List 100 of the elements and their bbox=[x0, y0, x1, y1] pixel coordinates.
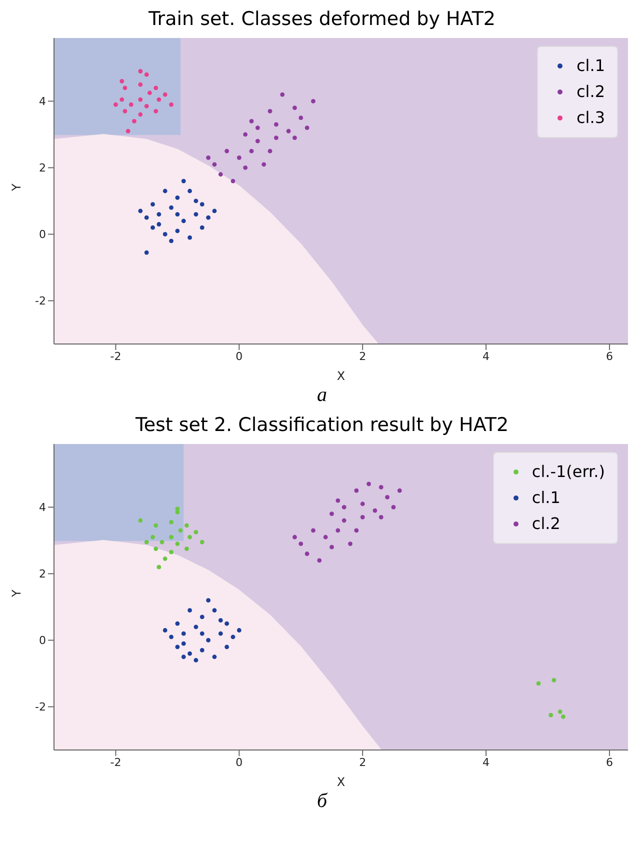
point bbox=[162, 232, 168, 236]
point bbox=[120, 97, 124, 102]
point bbox=[194, 198, 198, 204]
point bbox=[385, 495, 390, 500]
point bbox=[230, 634, 236, 640]
point bbox=[311, 98, 316, 104]
point bbox=[212, 162, 217, 167]
point bbox=[120, 79, 124, 84]
x-tick-label: -2 bbox=[110, 350, 122, 363]
point bbox=[243, 166, 248, 170]
point bbox=[160, 540, 164, 544]
y-tick-label: -2 bbox=[35, 700, 46, 714]
point bbox=[212, 208, 217, 214]
point bbox=[188, 608, 192, 613]
point bbox=[162, 556, 168, 561]
point bbox=[122, 108, 128, 114]
point bbox=[144, 104, 149, 108]
point bbox=[224, 644, 230, 650]
y-axis-title: Y bbox=[9, 183, 24, 192]
point bbox=[304, 552, 310, 556]
point bbox=[236, 628, 242, 632]
text: а bbox=[316, 384, 328, 408]
x-tick-label: 2 bbox=[359, 756, 366, 769]
x-tick-label: 6 bbox=[606, 756, 613, 769]
point bbox=[330, 544, 334, 550]
point bbox=[169, 634, 174, 640]
x-tick-label: -2 bbox=[110, 756, 122, 769]
point bbox=[147, 90, 152, 96]
x-tick-label: 4 bbox=[482, 350, 490, 363]
y-tick-label: 2 bbox=[39, 162, 46, 175]
point bbox=[175, 195, 180, 200]
point bbox=[200, 631, 204, 636]
point bbox=[188, 534, 192, 540]
point bbox=[175, 212, 180, 216]
chart-title: Test set 2. Classification result by HAT2 bbox=[134, 414, 510, 438]
point bbox=[200, 614, 204, 620]
point bbox=[169, 550, 174, 554]
point bbox=[181, 641, 186, 646]
point bbox=[169, 102, 174, 107]
point bbox=[558, 710, 562, 714]
point bbox=[354, 528, 359, 533]
x-tick-label: 0 bbox=[236, 350, 243, 363]
point bbox=[144, 250, 149, 255]
point bbox=[274, 136, 278, 140]
point bbox=[150, 534, 155, 540]
point bbox=[330, 512, 334, 516]
point bbox=[286, 128, 291, 134]
point bbox=[144, 540, 149, 544]
point bbox=[194, 658, 198, 662]
point bbox=[122, 86, 128, 90]
point bbox=[243, 132, 248, 137]
point bbox=[212, 608, 217, 613]
point bbox=[292, 534, 297, 540]
point bbox=[169, 238, 174, 244]
point bbox=[206, 598, 210, 603]
point bbox=[162, 92, 168, 97]
point bbox=[378, 514, 384, 520]
point bbox=[317, 558, 322, 563]
legend-label: cl.2 bbox=[532, 513, 560, 535]
point bbox=[304, 126, 310, 130]
point bbox=[150, 202, 155, 207]
point bbox=[218, 631, 223, 636]
point bbox=[138, 518, 143, 523]
legend-label: cl.1 bbox=[576, 55, 605, 77]
point bbox=[188, 235, 192, 240]
legend-label: cl.2 bbox=[576, 81, 605, 103]
point bbox=[249, 148, 254, 154]
point bbox=[311, 528, 316, 533]
point bbox=[292, 106, 297, 110]
point bbox=[138, 112, 143, 117]
point bbox=[212, 654, 217, 660]
y-tick-label: 0 bbox=[39, 634, 46, 648]
y-tick-label: 4 bbox=[39, 95, 46, 108]
point bbox=[169, 520, 174, 524]
y-tick-label: 0 bbox=[39, 228, 46, 242]
point bbox=[154, 108, 158, 114]
point bbox=[181, 178, 186, 184]
point bbox=[144, 215, 149, 220]
point bbox=[181, 631, 186, 636]
point bbox=[298, 542, 304, 546]
point bbox=[162, 188, 168, 194]
x-tick-label: 0 bbox=[236, 756, 243, 769]
point bbox=[218, 618, 223, 622]
point bbox=[268, 148, 272, 154]
point bbox=[224, 148, 230, 154]
y-axis-title: Y bbox=[9, 589, 24, 598]
point bbox=[138, 69, 143, 74]
point bbox=[138, 97, 143, 102]
point bbox=[181, 654, 186, 660]
point bbox=[255, 126, 260, 130]
point bbox=[138, 208, 143, 214]
point bbox=[200, 648, 204, 652]
x-axis-title: X bbox=[336, 369, 346, 383]
point bbox=[181, 218, 186, 224]
point bbox=[366, 482, 371, 486]
point bbox=[175, 228, 180, 234]
legend-label: cl.3 bbox=[576, 107, 605, 129]
point bbox=[138, 82, 143, 87]
point bbox=[188, 188, 192, 194]
point bbox=[184, 523, 189, 528]
